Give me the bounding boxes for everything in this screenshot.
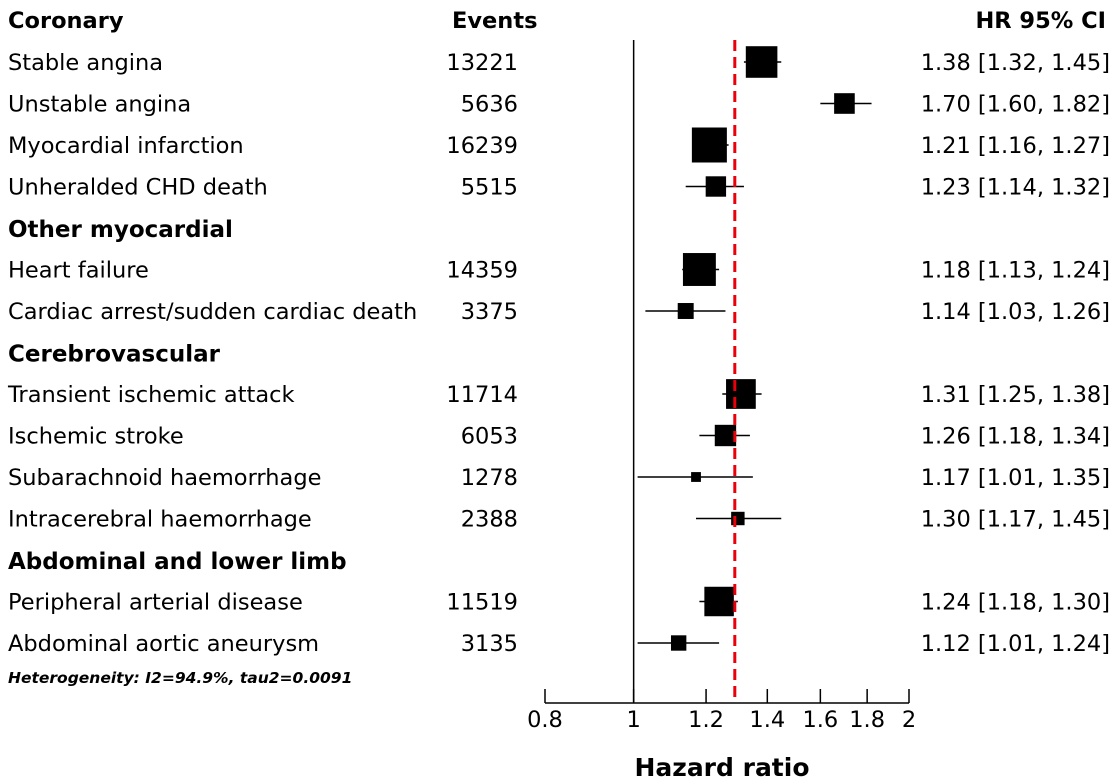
x-tick-label: 0.8 xyxy=(527,707,563,733)
hr-ci-value: 1.70 [1.60, 1.82] xyxy=(921,92,1110,118)
point-estimate-marker xyxy=(714,424,737,447)
study-label: Unstable angina xyxy=(8,92,191,118)
study-label: Subarachnoid haemorrhage xyxy=(8,465,321,491)
hr-ci-value: 1.30 [1.17, 1.45] xyxy=(921,507,1110,533)
events-value: 3135 xyxy=(461,631,518,657)
study-label: Transient ischemic attack xyxy=(7,382,295,408)
header-events: Events xyxy=(452,8,537,34)
events-value: 5515 xyxy=(461,175,518,201)
point-estimate-marker xyxy=(682,253,716,286)
events-value: 5636 xyxy=(461,92,518,118)
point-estimate-marker xyxy=(691,472,701,482)
events-value: 2388 xyxy=(461,507,518,533)
point-estimate-marker xyxy=(745,46,778,78)
study-label: Intracerebral haemorrhage xyxy=(8,507,312,533)
x-tick-label: 1.6 xyxy=(802,707,838,733)
group-label: Cerebrovascular xyxy=(8,342,221,368)
point-estimate-marker xyxy=(726,379,756,409)
x-tick-label: 1.2 xyxy=(688,707,724,733)
x-tick-label: 2 xyxy=(902,707,916,733)
point-estimate-marker xyxy=(834,93,855,114)
x-axis: 0.8 1 1.2 1.4 1.6 1.8 2 xyxy=(527,689,916,733)
study-label: Stable angina xyxy=(8,50,163,76)
group-label: Abdominal and lower limb xyxy=(8,549,347,575)
study-label: Heart failure xyxy=(8,258,149,284)
header-coronary: Coronary xyxy=(8,8,124,34)
point-estimate-marker xyxy=(691,127,727,163)
hr-ci-value: 1.12 [1.01, 1.24] xyxy=(921,631,1110,657)
hr-ci-value: 1.14 [1.03, 1.26] xyxy=(921,299,1110,325)
events-value: 11714 xyxy=(446,382,518,408)
hr-ci-value: 1.17 [1.01, 1.35] xyxy=(921,465,1110,491)
hr-ci-value: 1.21 [1.16, 1.27] xyxy=(921,133,1110,159)
events-value: 16239 xyxy=(446,133,518,159)
study-label: Myocardial infarction xyxy=(8,133,244,159)
hr-ci-value: 1.24 [1.18, 1.30] xyxy=(921,590,1110,616)
events-value: 11519 xyxy=(446,590,518,616)
x-axis-title: Hazard ratio xyxy=(634,753,809,782)
heterogeneity-note: Heterogeneity: I2=94.9%, tau2=0.0091 xyxy=(8,669,352,687)
study-label: Ischemic stroke xyxy=(8,424,184,450)
x-tick-label: 1.8 xyxy=(849,707,885,733)
x-tick-label: 1.4 xyxy=(749,707,785,733)
study-label: Unheralded CHD death xyxy=(8,175,268,201)
point-estimate-marker xyxy=(704,586,734,617)
study-label: Abdominal aortic aneurysm xyxy=(8,631,319,657)
events-value: 3375 xyxy=(461,299,518,325)
group-label: Other myocardial xyxy=(8,217,233,243)
point-estimate-marker xyxy=(731,511,745,526)
study-label: Peripheral arterial disease xyxy=(8,590,303,616)
events-value: 13221 xyxy=(446,50,518,76)
hr-ci-value: 1.31 [1.25, 1.38] xyxy=(921,382,1110,408)
events-value: 1278 xyxy=(461,465,518,491)
events-value: 14359 xyxy=(446,258,518,284)
study-label: Cardiac arrest/sudden cardiac death xyxy=(8,299,417,325)
header-hr-ci: HR 95% CI xyxy=(975,8,1106,34)
point-estimate-marker xyxy=(677,303,694,319)
hr-ci-value: 1.23 [1.14, 1.32] xyxy=(921,175,1110,201)
rows-layer: Stable angina 13221 1.38 [1.32, 1.45] Unsta… xyxy=(7,50,1110,657)
x-tick-label: 1 xyxy=(626,707,640,733)
point-estimate-marker xyxy=(670,635,687,651)
hr-ci-value: 1.38 [1.32, 1.45] xyxy=(921,50,1110,76)
plot-layer xyxy=(632,40,872,702)
events-value: 6053 xyxy=(461,424,518,450)
hr-ci-value: 1.18 [1.13, 1.24] xyxy=(921,258,1110,284)
point-estimate-marker xyxy=(705,176,727,197)
hr-ci-value: 1.26 [1.18, 1.34] xyxy=(921,424,1110,450)
